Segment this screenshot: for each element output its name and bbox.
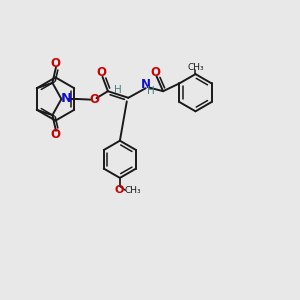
Text: O: O bbox=[50, 128, 60, 141]
Text: H: H bbox=[147, 85, 154, 96]
Text: CH₃: CH₃ bbox=[124, 186, 141, 195]
Text: N: N bbox=[141, 78, 151, 91]
Text: O: O bbox=[114, 185, 123, 195]
Text: N: N bbox=[61, 92, 72, 106]
Text: O: O bbox=[96, 66, 106, 80]
Text: O: O bbox=[89, 93, 99, 106]
Text: H: H bbox=[114, 85, 122, 95]
Text: CH₃: CH₃ bbox=[187, 63, 204, 72]
Text: O: O bbox=[50, 57, 60, 70]
Text: O: O bbox=[150, 66, 160, 79]
